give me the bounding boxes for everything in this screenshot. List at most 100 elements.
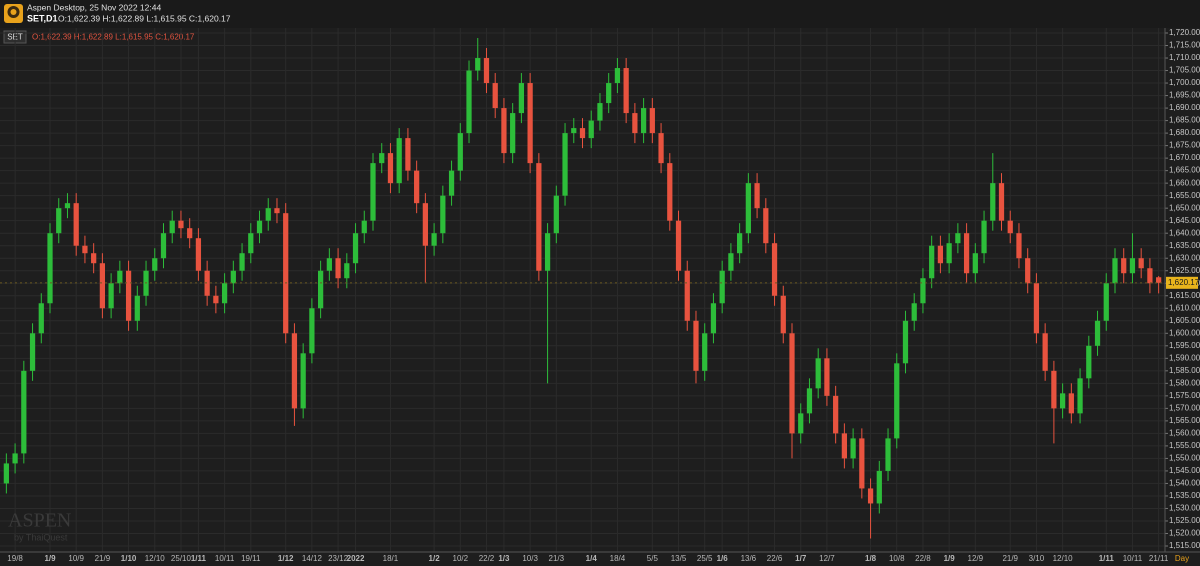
candle-body bbox=[318, 270, 324, 309]
x-tick-label: 3/10 bbox=[1029, 554, 1045, 563]
symbol: SET,D1 bbox=[27, 13, 58, 23]
y-tick-label: 1,660.00 bbox=[1169, 178, 1200, 187]
x-tick-label: 5/5 bbox=[647, 554, 659, 563]
candle-body bbox=[370, 163, 376, 221]
candle-body bbox=[91, 253, 97, 264]
candle-body bbox=[213, 295, 219, 304]
x-tick-label: 19/8 bbox=[7, 554, 23, 563]
candle-body bbox=[510, 113, 516, 154]
x-tick-label: 12/10 bbox=[1053, 554, 1074, 563]
y-tick-label: 1,695.00 bbox=[1169, 91, 1200, 100]
y-tick-label: 1,700.00 bbox=[1169, 78, 1200, 87]
candle-body bbox=[553, 195, 559, 234]
y-tick-label: 1,540.00 bbox=[1169, 479, 1200, 488]
watermark: ASPEN bbox=[8, 510, 71, 532]
candle-body bbox=[841, 433, 847, 459]
candle-body bbox=[204, 270, 210, 296]
y-tick-label: 1,710.00 bbox=[1169, 53, 1200, 62]
candle-body bbox=[658, 133, 664, 164]
y-tick-label: 1,715.00 bbox=[1169, 41, 1200, 50]
plot-area: 1,515.00 1,520.00 1,525.00 1,530.00 1,535.00… bbox=[0, 28, 1200, 563]
candle-body bbox=[414, 170, 420, 204]
candle-body bbox=[1077, 378, 1083, 414]
candle-body bbox=[21, 370, 27, 454]
candle-body bbox=[239, 253, 245, 271]
y-tick-label: 1,585.00 bbox=[1169, 366, 1200, 375]
app-icon bbox=[4, 4, 23, 23]
candle-body bbox=[597, 103, 603, 121]
candle-body bbox=[64, 203, 71, 209]
candle-body bbox=[815, 358, 821, 389]
candle-body bbox=[448, 170, 455, 196]
candle-body bbox=[745, 183, 751, 234]
candle-body bbox=[29, 333, 36, 371]
candle-body bbox=[125, 270, 132, 321]
candle-body bbox=[632, 113, 638, 134]
candle-body bbox=[929, 245, 935, 279]
candle-body bbox=[710, 303, 717, 334]
candle-body bbox=[885, 438, 891, 471]
x-tick-label: 12/10 bbox=[145, 554, 166, 563]
candle-body bbox=[160, 233, 167, 259]
x-tick-label: 1/7 bbox=[795, 554, 807, 563]
y-tick-label: 1,565.00 bbox=[1169, 416, 1200, 425]
candle-body bbox=[719, 270, 725, 304]
window-title: Aspen Desktop, 25 Nov 2022 12:44 bbox=[27, 2, 161, 12]
candle-body bbox=[47, 233, 53, 304]
candle-body bbox=[99, 263, 106, 309]
x-tick-label: 10/2 bbox=[453, 554, 469, 563]
candle-body bbox=[990, 183, 996, 221]
candle-body bbox=[475, 58, 481, 71]
candle-body bbox=[230, 270, 236, 284]
y-tick-label: 1,550.00 bbox=[1169, 454, 1200, 463]
x-tick-label: 1/3 bbox=[498, 554, 510, 563]
x-tick-label: 1/8 bbox=[865, 554, 877, 563]
candle-body bbox=[684, 270, 690, 321]
legend-ohlc: O:1,622.39 H:1,622.89 L:1,615.95 C:1,620… bbox=[32, 33, 195, 42]
candle-body bbox=[667, 163, 673, 221]
candle-body bbox=[248, 233, 254, 254]
candle-body bbox=[527, 83, 533, 164]
x-tick-label: 21/3 bbox=[549, 554, 565, 563]
candle-body bbox=[518, 83, 525, 114]
candle-body bbox=[108, 283, 114, 309]
candle-body bbox=[256, 220, 263, 234]
candle-body bbox=[675, 220, 682, 271]
candle-body bbox=[1121, 258, 1127, 274]
x-tick-label: 22/8 bbox=[915, 554, 931, 563]
candle-body bbox=[1042, 333, 1048, 371]
y-tick-label: 1,580.00 bbox=[1169, 378, 1200, 387]
x-tick-label: 23/12 bbox=[328, 554, 349, 563]
candle-body bbox=[1156, 277, 1162, 283]
candle-body bbox=[152, 258, 158, 271]
candle-body bbox=[536, 163, 542, 271]
x-tick-label: 1/11 bbox=[1099, 554, 1115, 563]
candle-body bbox=[1138, 258, 1144, 269]
timeframe[interactable]: Day bbox=[1175, 554, 1189, 563]
y-tick-label: 1,645.00 bbox=[1169, 216, 1200, 225]
candle-body bbox=[1025, 258, 1031, 284]
x-tick-label: 2022 bbox=[347, 554, 365, 563]
candle-body bbox=[867, 488, 874, 504]
candle-body bbox=[396, 138, 402, 184]
x-tick-label: 22/2 bbox=[479, 554, 495, 563]
x-tick-label: 1/9 bbox=[44, 554, 56, 563]
candle-body bbox=[1112, 258, 1118, 284]
candle-body bbox=[737, 233, 743, 254]
x-tick-label: 10/8 bbox=[889, 554, 905, 563]
candle-body bbox=[562, 133, 568, 196]
x-tick-label: 1/2 bbox=[429, 554, 441, 563]
candle-body bbox=[1129, 258, 1136, 274]
y-tick-label: 1,615.00 bbox=[1169, 291, 1200, 300]
candle-body bbox=[894, 363, 900, 439]
y-tick-label: 1,630.00 bbox=[1169, 253, 1200, 262]
y-tick-label: 1,545.00 bbox=[1169, 466, 1200, 475]
header-bar bbox=[0, 0, 1200, 28]
y-tick-label: 1,635.00 bbox=[1169, 241, 1200, 250]
candle-body bbox=[859, 438, 865, 489]
candle-body bbox=[806, 388, 813, 414]
x-tick-label: 1/6 bbox=[717, 554, 729, 563]
candle-body bbox=[998, 183, 1005, 221]
x-tick-label: 12/7 bbox=[819, 554, 835, 563]
